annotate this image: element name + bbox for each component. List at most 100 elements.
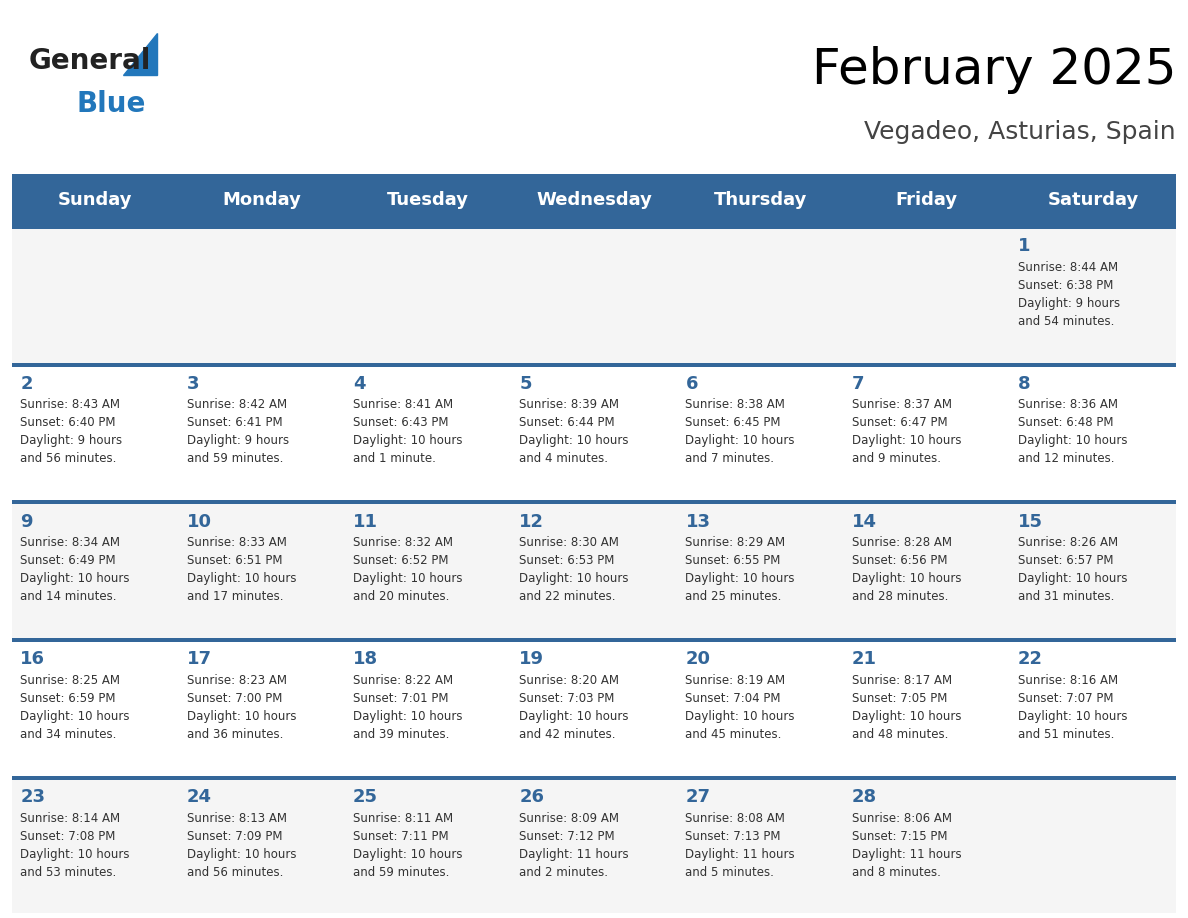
Bar	[511, 776, 677, 780]
Text: 18: 18	[353, 650, 378, 668]
Text: Monday: Monday	[222, 191, 301, 208]
Bar	[178, 363, 345, 366]
Bar	[345, 638, 511, 643]
Bar	[677, 638, 843, 643]
Bar	[12, 638, 178, 643]
Text: Sunrise: 8:44 AM
Sunset: 6:38 PM
Daylight: 9 hours
and 54 minutes.: Sunrise: 8:44 AM Sunset: 6:38 PM Dayligh…	[1018, 261, 1120, 328]
Text: Sunrise: 8:19 AM
Sunset: 7:04 PM
Daylight: 10 hours
and 45 minutes.: Sunrise: 8:19 AM Sunset: 7:04 PM Dayligh…	[685, 674, 795, 741]
Text: Sunrise: 8:39 AM
Sunset: 6:44 PM
Daylight: 10 hours
and 4 minutes.: Sunrise: 8:39 AM Sunset: 6:44 PM Dayligh…	[519, 398, 628, 465]
Bar	[677, 500, 843, 504]
Text: 6: 6	[685, 375, 699, 393]
Text: Sunrise: 8:08 AM
Sunset: 7:13 PM
Daylight: 11 hours
and 5 minutes.: Sunrise: 8:08 AM Sunset: 7:13 PM Dayligh…	[685, 812, 795, 879]
Text: 26: 26	[519, 788, 544, 806]
Bar	[178, 500, 345, 504]
Text: Vegadeo, Asturias, Spain: Vegadeo, Asturias, Spain	[865, 119, 1176, 144]
Bar	[511, 225, 677, 229]
Bar	[843, 776, 1010, 780]
Text: 13: 13	[685, 512, 710, 531]
Text: 27: 27	[685, 788, 710, 806]
Text: 16: 16	[20, 650, 45, 668]
Text: Wednesday: Wednesday	[536, 191, 652, 208]
Polygon shape	[124, 33, 157, 74]
Text: Sunrise: 8:17 AM
Sunset: 7:05 PM
Daylight: 10 hours
and 48 minutes.: Sunrise: 8:17 AM Sunset: 7:05 PM Dayligh…	[852, 674, 961, 741]
Bar	[511, 638, 677, 643]
Text: Sunrise: 8:25 AM
Sunset: 6:59 PM
Daylight: 10 hours
and 34 minutes.: Sunrise: 8:25 AM Sunset: 6:59 PM Dayligh…	[20, 674, 129, 741]
Text: February 2025: February 2025	[811, 46, 1176, 94]
Text: 23: 23	[20, 788, 45, 806]
Bar	[1010, 776, 1176, 780]
Text: Sunrise: 8:28 AM
Sunset: 6:56 PM
Daylight: 10 hours
and 28 minutes.: Sunrise: 8:28 AM Sunset: 6:56 PM Dayligh…	[852, 536, 961, 603]
Bar	[1010, 363, 1176, 366]
Bar	[345, 776, 511, 780]
Text: Blue: Blue	[76, 90, 145, 118]
Text: 15: 15	[1018, 512, 1043, 531]
Text: Sunrise: 8:26 AM
Sunset: 6:57 PM
Daylight: 10 hours
and 31 minutes.: Sunrise: 8:26 AM Sunset: 6:57 PM Dayligh…	[1018, 536, 1127, 603]
Text: 1: 1	[1018, 237, 1031, 255]
Bar	[178, 776, 345, 780]
Text: 3: 3	[187, 375, 200, 393]
Text: 19: 19	[519, 650, 544, 668]
Text: 20: 20	[685, 650, 710, 668]
Text: Sunrise: 8:34 AM
Sunset: 6:49 PM
Daylight: 10 hours
and 14 minutes.: Sunrise: 8:34 AM Sunset: 6:49 PM Dayligh…	[20, 536, 129, 603]
Text: Sunrise: 8:06 AM
Sunset: 7:15 PM
Daylight: 11 hours
and 8 minutes.: Sunrise: 8:06 AM Sunset: 7:15 PM Dayligh…	[852, 812, 961, 879]
Text: Sunrise: 8:29 AM
Sunset: 6:55 PM
Daylight: 10 hours
and 25 minutes.: Sunrise: 8:29 AM Sunset: 6:55 PM Dayligh…	[685, 536, 795, 603]
Bar	[12, 776, 178, 780]
Bar	[12, 500, 178, 504]
Text: 17: 17	[187, 650, 211, 668]
Text: Sunrise: 8:23 AM
Sunset: 7:00 PM
Daylight: 10 hours
and 36 minutes.: Sunrise: 8:23 AM Sunset: 7:00 PM Dayligh…	[187, 674, 296, 741]
Text: 28: 28	[852, 788, 877, 806]
Text: Sunday: Sunday	[58, 191, 132, 208]
Text: 8: 8	[1018, 375, 1031, 393]
Text: 4: 4	[353, 375, 366, 393]
Bar	[178, 225, 345, 229]
Bar	[677, 363, 843, 366]
Bar	[1010, 500, 1176, 504]
Text: 24: 24	[187, 788, 211, 806]
Bar	[1010, 638, 1176, 643]
Text: 7: 7	[852, 375, 865, 393]
Text: Saturday: Saturday	[1048, 191, 1138, 208]
Text: 9: 9	[20, 512, 33, 531]
Text: 22: 22	[1018, 650, 1043, 668]
Text: Sunrise: 8:09 AM
Sunset: 7:12 PM
Daylight: 11 hours
and 2 minutes.: Sunrise: 8:09 AM Sunset: 7:12 PM Dayligh…	[519, 812, 628, 879]
Bar	[677, 225, 843, 229]
Text: Sunrise: 8:22 AM
Sunset: 7:01 PM
Daylight: 10 hours
and 39 minutes.: Sunrise: 8:22 AM Sunset: 7:01 PM Dayligh…	[353, 674, 462, 741]
Text: 11: 11	[353, 512, 378, 531]
Bar	[843, 225, 1010, 229]
Bar	[843, 638, 1010, 643]
Bar	[843, 363, 1010, 366]
Text: Sunrise: 8:20 AM
Sunset: 7:03 PM
Daylight: 10 hours
and 42 minutes.: Sunrise: 8:20 AM Sunset: 7:03 PM Dayligh…	[519, 674, 628, 741]
Text: Sunrise: 8:30 AM
Sunset: 6:53 PM
Daylight: 10 hours
and 22 minutes.: Sunrise: 8:30 AM Sunset: 6:53 PM Dayligh…	[519, 536, 628, 603]
Text: Sunrise: 8:32 AM
Sunset: 6:52 PM
Daylight: 10 hours
and 20 minutes.: Sunrise: 8:32 AM Sunset: 6:52 PM Dayligh…	[353, 536, 462, 603]
Text: General: General	[29, 47, 151, 74]
Text: Sunrise: 8:14 AM
Sunset: 7:08 PM
Daylight: 10 hours
and 53 minutes.: Sunrise: 8:14 AM Sunset: 7:08 PM Dayligh…	[20, 812, 129, 879]
Text: 14: 14	[852, 512, 877, 531]
Bar	[1010, 225, 1176, 229]
Text: 5: 5	[519, 375, 532, 393]
Text: 21: 21	[852, 650, 877, 668]
Bar	[345, 500, 511, 504]
Text: 12: 12	[519, 512, 544, 531]
Bar	[843, 500, 1010, 504]
Text: Sunrise: 8:36 AM
Sunset: 6:48 PM
Daylight: 10 hours
and 12 minutes.: Sunrise: 8:36 AM Sunset: 6:48 PM Dayligh…	[1018, 398, 1127, 465]
Text: Friday: Friday	[896, 191, 958, 208]
Text: Sunrise: 8:42 AM
Sunset: 6:41 PM
Daylight: 9 hours
and 59 minutes.: Sunrise: 8:42 AM Sunset: 6:41 PM Dayligh…	[187, 398, 289, 465]
Bar	[178, 638, 345, 643]
Text: Sunrise: 8:16 AM
Sunset: 7:07 PM
Daylight: 10 hours
and 51 minutes.: Sunrise: 8:16 AM Sunset: 7:07 PM Dayligh…	[1018, 674, 1127, 741]
Text: Sunrise: 8:38 AM
Sunset: 6:45 PM
Daylight: 10 hours
and 7 minutes.: Sunrise: 8:38 AM Sunset: 6:45 PM Dayligh…	[685, 398, 795, 465]
Text: Sunrise: 8:41 AM
Sunset: 6:43 PM
Daylight: 10 hours
and 1 minute.: Sunrise: 8:41 AM Sunset: 6:43 PM Dayligh…	[353, 398, 462, 465]
Text: Sunrise: 8:33 AM
Sunset: 6:51 PM
Daylight: 10 hours
and 17 minutes.: Sunrise: 8:33 AM Sunset: 6:51 PM Dayligh…	[187, 536, 296, 603]
Bar	[677, 776, 843, 780]
Text: Thursday: Thursday	[714, 191, 807, 208]
Text: Sunrise: 8:11 AM
Sunset: 7:11 PM
Daylight: 10 hours
and 59 minutes.: Sunrise: 8:11 AM Sunset: 7:11 PM Dayligh…	[353, 812, 462, 879]
Text: Sunrise: 8:43 AM
Sunset: 6:40 PM
Daylight: 9 hours
and 56 minutes.: Sunrise: 8:43 AM Sunset: 6:40 PM Dayligh…	[20, 398, 122, 465]
Text: Tuesday: Tuesday	[386, 191, 469, 208]
Bar	[345, 225, 511, 229]
Bar	[511, 363, 677, 366]
Text: 10: 10	[187, 512, 211, 531]
Bar	[511, 500, 677, 504]
Text: Sunrise: 8:13 AM
Sunset: 7:09 PM
Daylight: 10 hours
and 56 minutes.: Sunrise: 8:13 AM Sunset: 7:09 PM Dayligh…	[187, 812, 296, 879]
Text: Sunrise: 8:37 AM
Sunset: 6:47 PM
Daylight: 10 hours
and 9 minutes.: Sunrise: 8:37 AM Sunset: 6:47 PM Dayligh…	[852, 398, 961, 465]
Text: 25: 25	[353, 788, 378, 806]
Bar	[12, 363, 178, 366]
